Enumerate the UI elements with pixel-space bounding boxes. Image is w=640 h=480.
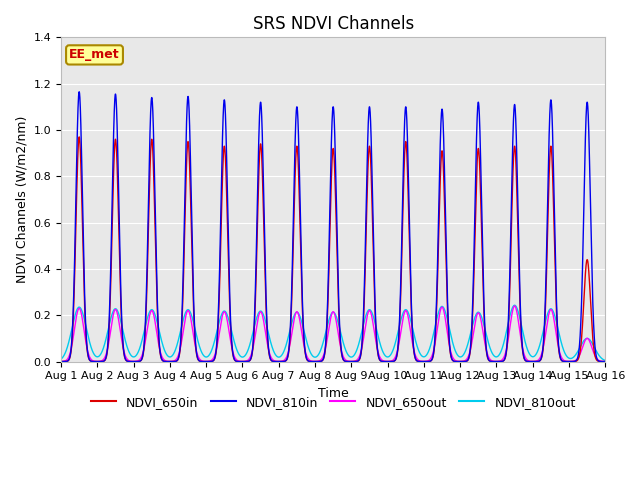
NDVI_650in	[384, 359, 392, 364]
NDVI_810out	[265, 333, 273, 338]
Title: SRS NDVI Channels: SRS NDVI Channels	[253, 15, 414, 33]
NDVI_650in	[156, 349, 164, 355]
NDVI_650out	[602, 359, 609, 364]
NDVI_810in	[463, 358, 471, 363]
NDVI_650in	[76, 134, 83, 140]
NDVI_810in	[412, 354, 419, 360]
Legend: NDVI_650in, NDVI_810in, NDVI_650out, NDVI_810out: NDVI_650in, NDVI_810in, NDVI_650out, NDV…	[86, 391, 580, 414]
NDVI_650out	[511, 303, 518, 309]
NDVI_650in	[505, 318, 513, 324]
NDVI_650in	[412, 355, 419, 361]
Line: NDVI_810out: NDVI_810out	[61, 305, 605, 360]
NDVI_810out	[511, 302, 518, 308]
NDVI_810in	[156, 348, 164, 354]
NDVI_650out	[57, 359, 65, 364]
NDVI_810out	[602, 358, 609, 363]
NDVI_650in	[265, 351, 273, 357]
NDVI_650in	[57, 359, 65, 364]
NDVI_810in	[57, 359, 65, 364]
NDVI_810out	[383, 354, 391, 360]
NDVI_650out	[463, 356, 471, 361]
NDVI_810in	[505, 310, 513, 316]
NDVI_810out	[411, 336, 419, 341]
Text: EE_met: EE_met	[69, 48, 120, 61]
NDVI_650out	[265, 348, 273, 354]
NDVI_810out	[156, 331, 164, 337]
NDVI_810out	[57, 356, 65, 362]
NDVI_810in	[602, 359, 609, 364]
Y-axis label: NDVI Channels (W/m2/nm): NDVI Channels (W/m2/nm)	[15, 116, 28, 283]
NDVI_810in	[265, 350, 273, 356]
NDVI_650out	[411, 351, 419, 357]
NDVI_810in	[384, 359, 392, 364]
NDVI_810in	[76, 89, 83, 95]
NDVI_810out	[505, 319, 513, 325]
Line: NDVI_810in: NDVI_810in	[61, 92, 605, 361]
Line: NDVI_650out: NDVI_650out	[61, 306, 605, 361]
X-axis label: Time: Time	[318, 387, 349, 400]
NDVI_650out	[156, 347, 164, 353]
NDVI_650in	[463, 358, 471, 364]
Line: NDVI_650in: NDVI_650in	[61, 137, 605, 361]
NDVI_650out	[505, 335, 513, 340]
NDVI_810out	[463, 343, 471, 349]
NDVI_650in	[602, 359, 609, 364]
NDVI_650out	[383, 359, 391, 364]
